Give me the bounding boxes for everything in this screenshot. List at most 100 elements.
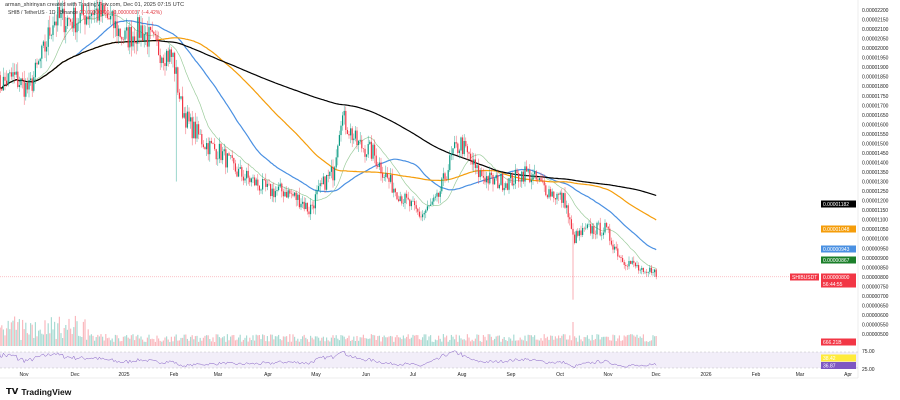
candle-body [638,265,640,271]
candle-body [289,190,291,194]
countdown-bg [821,280,856,288]
volume-bar [538,340,540,346]
time-tick: Apr [844,372,852,378]
volume-bar [634,336,636,346]
volume-bar [169,341,171,346]
volume-bar [479,341,481,346]
candle-body [60,12,62,18]
volume-bar [0,327,1,346]
volume-bar [263,335,265,346]
volume-bar [535,339,537,346]
volume-bar [594,338,596,346]
volume-bar [367,338,369,346]
candle-body [135,42,137,44]
volume-bar [543,334,545,346]
volume-bar [514,340,516,346]
rsi-band [0,352,858,368]
volume-bar [554,336,556,346]
volume-bar [121,341,123,346]
time-tick: Feb [170,372,179,378]
price-tick: 0.00002050 [862,37,889,43]
volume-bar [250,340,252,346]
volume-bar [551,335,553,346]
volume-bar [484,336,486,346]
candle-body [66,17,68,27]
tradingview-logo[interactable]: 𝗧𝗩 TradingView [6,386,71,397]
candle-body [490,172,492,175]
volume-bar [446,335,448,346]
candle-body [10,72,12,77]
candle-body [606,223,608,227]
candle-body [222,151,224,161]
volume-bar [212,337,214,346]
candle-body [318,186,320,191]
rsi-ma-tag-bg [821,362,856,369]
volume-bar [468,337,470,346]
volume-bar [602,336,604,346]
volume-bar [118,338,120,346]
volume-bar [90,334,92,346]
volume-bar [455,334,457,346]
candle-body [534,171,536,175]
candle-body [550,189,552,197]
candle-body [266,183,268,187]
volume-bar [399,337,401,346]
candle-body [380,162,382,174]
volume-bar [281,340,283,346]
candle-body [602,232,604,236]
candle-body [150,27,152,31]
candle-body [226,153,228,168]
candle-body [255,179,257,186]
volume-bar [636,334,638,346]
candle-body [350,128,352,136]
candle-body [582,227,584,235]
candle-body [527,169,529,172]
volume-bar [39,329,41,346]
candle-body [431,201,433,205]
candle-body [190,117,192,122]
volume-bar [609,340,611,346]
candle-body [628,261,630,267]
candle-body [398,199,400,202]
volume-bar [506,341,508,346]
volume-bar [433,341,435,346]
candle-body [564,193,566,208]
candle-body [95,8,97,11]
candle-body [607,226,609,229]
candle-body [548,189,550,198]
candle-body [650,267,652,273]
candle-body [356,130,358,145]
candle-body [215,149,217,160]
volume-bar [135,336,137,346]
volume-bar [567,339,569,346]
volume-bar [287,341,289,346]
volume-bar [74,315,76,346]
volume-bar [410,337,412,346]
volume-bar [92,335,94,346]
volume-bar [52,329,54,346]
price-tick: 0.00002150 [862,18,889,24]
candle-body [246,170,248,179]
candle-body [217,158,219,160]
volume-bar [255,334,257,346]
volume-bar [434,339,436,346]
volume-bar [617,338,619,346]
candle-body [138,17,140,38]
volume-bar [532,336,534,346]
candle-body [225,149,227,168]
candle-body [156,35,158,42]
candle-body [366,154,368,157]
price-tick: 0.00002100 [862,27,889,33]
volume-bar [38,330,40,346]
symbol-label[interactable]: SHIB / TetherUS · 1D · Binance [8,10,78,16]
candle-body [14,72,16,75]
volume-bar [114,334,116,346]
price-tick: 0.00002200 [862,8,889,14]
volume-bar [292,334,294,346]
candle-body [182,96,184,118]
candle-body [238,168,240,177]
candle-body [630,261,632,264]
volume-bar [409,338,411,346]
candle-body [500,174,502,185]
